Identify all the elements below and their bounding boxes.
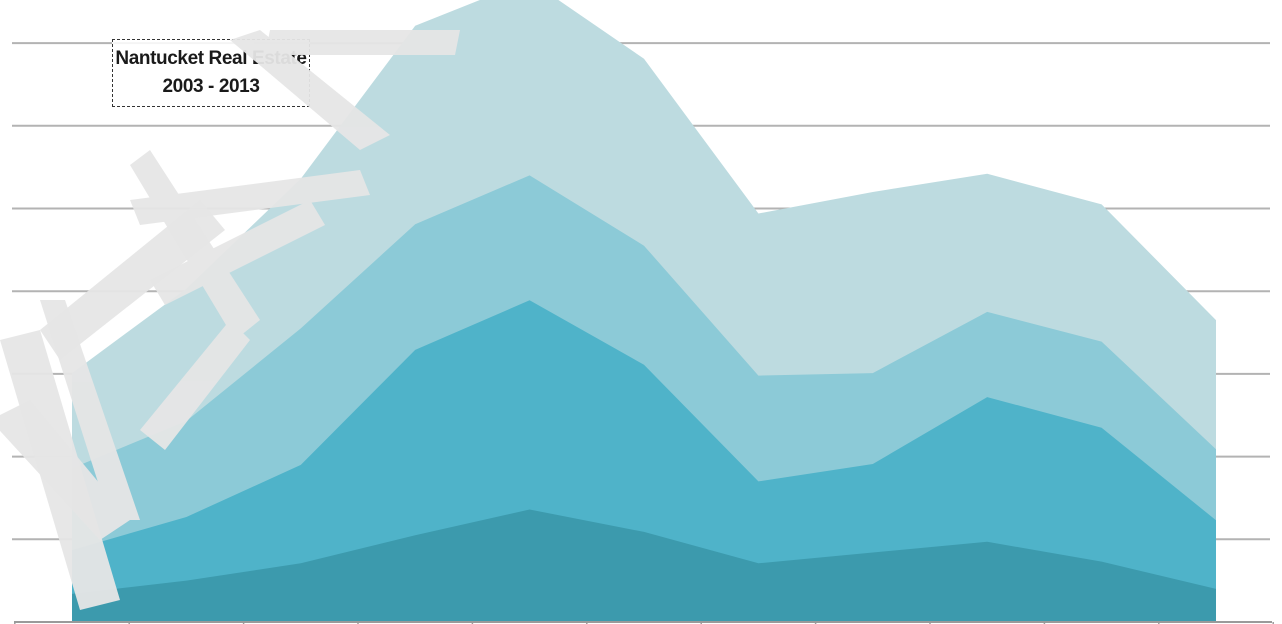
chart-title-box: Nantucket Real Estate 2003 - 2013 [112, 39, 310, 107]
area-series-1 [72, 509, 1216, 622]
area-series-2 [72, 300, 1216, 622]
x-axis [14, 621, 1274, 624]
chart-title: Nantucket Real Estate [115, 48, 307, 69]
chart-subtitle: 2003 - 2013 [162, 76, 260, 97]
stacked-areas [72, 0, 1216, 622]
